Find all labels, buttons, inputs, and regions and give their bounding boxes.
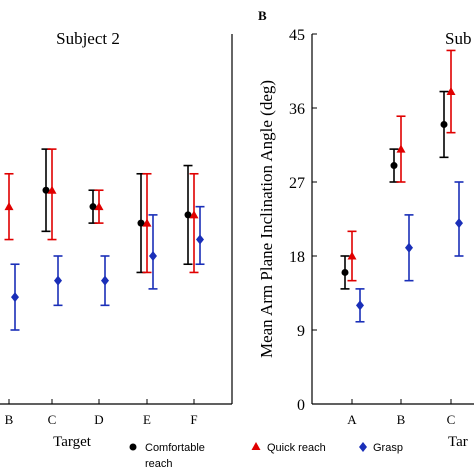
- point-a-grasp-C: [54, 275, 62, 286]
- y-tick-label-b-9: 9: [297, 323, 305, 340]
- x-tick-label-a-C: C: [48, 412, 57, 427]
- x-tick-label-a-F: F: [190, 412, 197, 427]
- x-tick-label-a-E: E: [143, 412, 151, 427]
- x-tick-label-b-C: C: [447, 412, 456, 427]
- x-tick-label-b-B: B: [397, 412, 406, 427]
- errbar-a-quick-reach-F: [189, 172, 199, 274]
- legend-label-grasp: Grasp: [373, 442, 403, 454]
- point-b-grasp-C: [455, 218, 463, 229]
- legend: Comfortable reach Quick reach Grasp: [129, 442, 403, 470]
- x-tick-label-b-A: A: [347, 412, 357, 427]
- legend-marker-quick-reach: [251, 442, 261, 450]
- point-b-quick-reach-C: [446, 87, 456, 96]
- legend-label-comfortable-line1: Comfortable: [145, 442, 205, 454]
- point-b-grasp-B: [405, 242, 413, 253]
- chart-title-b: Sub: [445, 29, 471, 48]
- legend-label-quick-reach: Quick reach: [267, 442, 326, 454]
- errbar-a-quick-reach-C: [47, 148, 57, 241]
- point-b-comfortable-reach-B: [390, 162, 398, 170]
- panel-b: B 0 9 18 27 36 45 Mean Arm Plane Inclination An…: [257, 8, 474, 450]
- point-a-comfortable-reach-F: [184, 211, 192, 219]
- point-a-quick-reach-B: [4, 202, 14, 211]
- x-tick-label-a-D: D: [94, 412, 103, 427]
- y-tick-label-b-18: 18: [289, 249, 305, 266]
- y-axis-label-b: Mean Arm Plane Inclination Angle (deg): [257, 80, 276, 358]
- point-a-quick-reach-C: [47, 185, 57, 194]
- x-axis-label-a: Target: [53, 434, 92, 450]
- panel-label-b: B: [258, 8, 267, 23]
- y-tick-label-b-45: 45: [289, 27, 305, 44]
- point-b-grasp-A: [356, 300, 364, 311]
- point-a-comfortable-reach-C: [42, 186, 50, 194]
- point-a-quick-reach-E: [142, 218, 152, 227]
- chart-title-a: Subject 2: [56, 29, 120, 48]
- point-a-grasp-D: [101, 275, 109, 286]
- panel-a: Subject 2 B C D E F Target: [0, 29, 233, 450]
- y-tick-label-b-36: 36: [289, 101, 305, 118]
- legend-marker-grasp: [359, 442, 367, 452]
- y-tick-label-b-0: 0: [297, 397, 305, 414]
- point-a-comfortable-reach-E: [137, 219, 145, 227]
- point-b-comfortable-reach-A: [341, 268, 349, 276]
- point-a-quick-reach-D: [94, 202, 104, 211]
- x-axis-label-b: Tar: [448, 434, 468, 450]
- point-a-comfortable-reach-D: [89, 203, 97, 211]
- legend-label-comfortable-line2: reach: [145, 458, 173, 470]
- point-a-grasp-E: [149, 251, 157, 261]
- point-a-grasp-F: [196, 234, 204, 245]
- point-b-quick-reach-B: [396, 144, 406, 153]
- point-b-quick-reach-A: [347, 251, 357, 260]
- point-b-comfortable-reach-C: [440, 120, 448, 128]
- legend-marker-comfortable: [129, 443, 137, 451]
- y-tick-label-b-27: 27: [289, 175, 305, 192]
- point-a-quick-reach-F: [189, 210, 199, 219]
- x-tick-label-a-B: B: [5, 412, 14, 427]
- point-a-grasp-B: [11, 292, 19, 303]
